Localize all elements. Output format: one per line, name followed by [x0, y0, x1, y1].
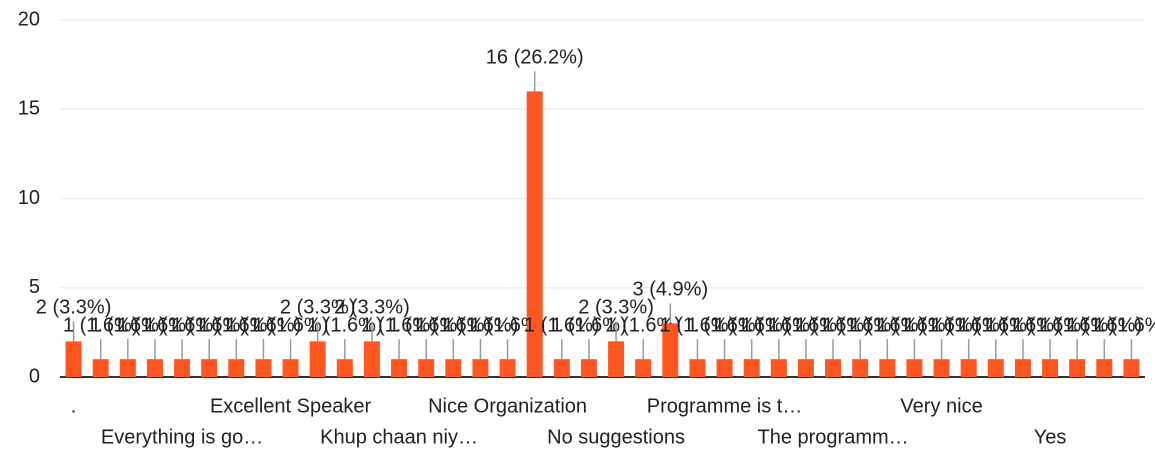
bar	[960, 359, 977, 377]
data-label: 1 (1.6%)	[768, 314, 844, 336]
bar	[1096, 359, 1113, 377]
data-label: 1 (1.6%)	[985, 314, 1061, 336]
x-tick-label: The programm…	[757, 426, 908, 448]
data-label: 1 (1.6%)	[714, 314, 790, 336]
data-label: 1 (1.6%)	[63, 314, 139, 336]
x-tick-label: Excellent Speaker	[210, 395, 372, 417]
data-label: 1 (1.6%)	[1067, 314, 1143, 336]
data-label: 1 (1.6%)	[822, 314, 898, 336]
bar	[906, 359, 923, 377]
x-tick-label: Yes	[1034, 426, 1067, 448]
x-tick-label: Nice Organization	[428, 395, 587, 417]
data-label: 1 (1.6%)	[1039, 314, 1115, 336]
x-tick-label: .	[71, 395, 77, 417]
data-label: 2 (3.3%)	[334, 297, 410, 319]
bar	[255, 359, 272, 377]
y-tick-label: 15	[18, 98, 40, 120]
bar	[825, 359, 842, 377]
bar	[987, 359, 1004, 377]
data-label: 1 (1.6%)	[226, 314, 302, 336]
data-label: 1 (1.6%)	[660, 314, 736, 336]
bar	[526, 91, 543, 378]
bar	[391, 359, 408, 377]
data-label: 1 (1.6%)	[199, 314, 275, 336]
data-label: 1 (1.6%)	[605, 314, 681, 336]
data-label: 1 (1.6%)	[850, 314, 926, 336]
x-tick-label: No suggestions	[547, 426, 685, 448]
bar	[716, 359, 733, 377]
data-label: 1 (1.6%)	[1012, 314, 1088, 336]
x-tick-label: Very nice	[900, 395, 982, 417]
bar	[499, 359, 516, 377]
bar	[662, 323, 679, 377]
data-label: 1 (1.6%)	[361, 314, 437, 336]
bar	[228, 359, 245, 377]
data-label: 1 (1.6%)	[443, 314, 519, 336]
y-tick-label: 0	[29, 365, 40, 387]
bar	[933, 359, 950, 377]
bar	[580, 359, 597, 377]
bar	[770, 359, 787, 377]
bar	[309, 341, 326, 377]
bar	[797, 359, 814, 377]
y-tick-label: 10	[18, 187, 40, 209]
bar	[1042, 359, 1059, 377]
bar	[553, 359, 570, 377]
data-label: 1 (1.6%)	[171, 314, 247, 336]
data-label: 2 (3.3%)	[280, 297, 356, 319]
bar	[65, 341, 82, 377]
bar	[336, 359, 353, 377]
bar	[852, 359, 869, 377]
x-tick-label: Everything is go…	[101, 426, 263, 448]
data-label: 1 (1.6%)	[1094, 314, 1155, 336]
data-label: 1 (1.6%)	[795, 314, 871, 336]
data-label: 1 (1.6%)	[117, 314, 193, 336]
data-label: 1 (1.6%)	[551, 314, 627, 336]
y-tick-label: 20	[18, 8, 40, 30]
data-label: 1 (1.6%)	[470, 314, 546, 336]
data-label: 3 (4.9%)	[633, 279, 709, 301]
bar	[282, 359, 299, 377]
data-label: 1 (1.6%)	[904, 314, 980, 336]
data-label: 2 (3.3%)	[36, 297, 112, 319]
data-label: 1 (1.6%)	[931, 314, 1007, 336]
bar	[743, 359, 760, 377]
y-tick-label: 5	[29, 276, 40, 298]
data-label: 1 (1.6%)	[90, 314, 166, 336]
bar	[445, 359, 462, 377]
bar	[146, 359, 163, 377]
x-tick-label: Khup chaan niy…	[320, 426, 478, 448]
data-label: 1 (1.6%)	[253, 314, 329, 336]
data-label: 1 (1.6%)	[144, 314, 220, 336]
data-label: 1 (1.6%)	[388, 314, 464, 336]
bar	[418, 359, 435, 377]
data-label: 1 (1.6%)	[687, 314, 763, 336]
data-label: 2 (3.3%)	[578, 297, 654, 319]
bar	[92, 359, 109, 377]
bar	[363, 341, 380, 377]
data-label: 1 (1.6%)	[416, 314, 492, 336]
data-label: 1 (1.6%)	[741, 314, 817, 336]
bar	[635, 359, 652, 377]
bar	[201, 359, 218, 377]
bar	[472, 359, 489, 377]
data-label: 1 (1.6%)	[307, 314, 383, 336]
data-label: 1 (1.6%)	[958, 314, 1034, 336]
bar	[174, 359, 191, 377]
bar	[689, 359, 706, 377]
data-label: 16 (26.2%)	[486, 47, 584, 69]
bar	[608, 341, 625, 377]
bar	[879, 359, 896, 377]
bar	[119, 359, 136, 377]
data-label: 1 (1.6%)	[524, 314, 600, 336]
data-label: 1 (1.6%)	[877, 314, 953, 336]
bar	[1069, 359, 1086, 377]
x-tick-label: Programme is t…	[647, 395, 803, 417]
bar	[1123, 359, 1140, 377]
bar	[1014, 359, 1031, 377]
